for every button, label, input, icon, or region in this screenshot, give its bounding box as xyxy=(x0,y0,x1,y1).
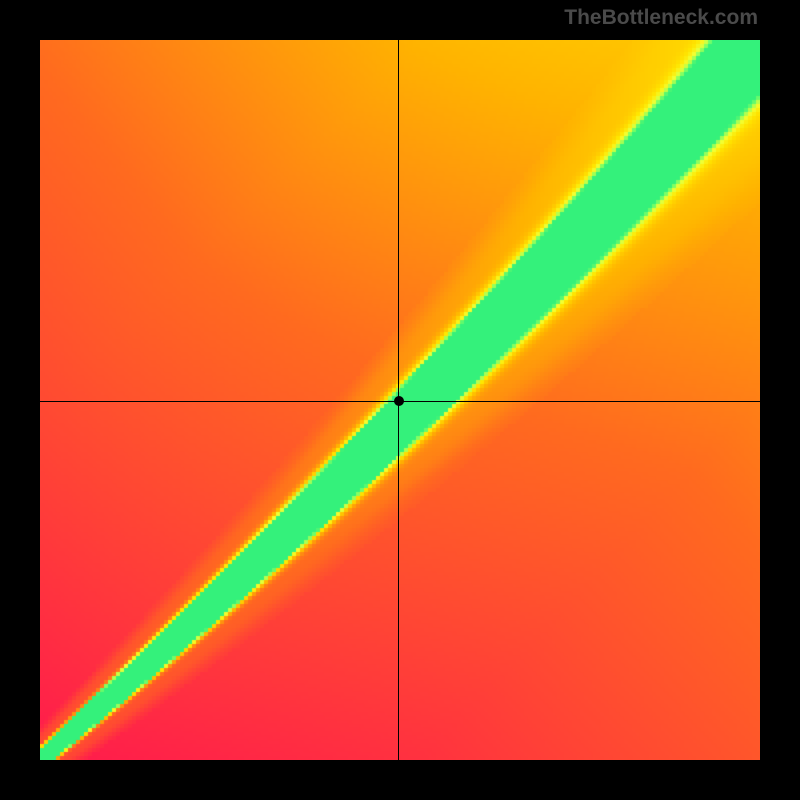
chart-root: TheBottleneck.com xyxy=(0,0,800,800)
watermark-label: TheBottleneck.com xyxy=(564,6,758,30)
crosshair-marker xyxy=(394,396,404,406)
